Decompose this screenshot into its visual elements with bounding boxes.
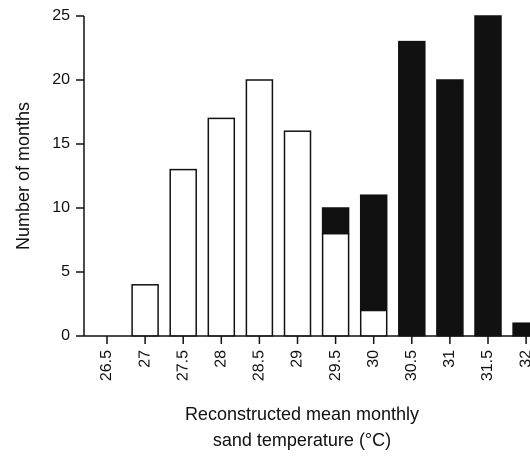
y-tick-label-20: 20 [52,71,70,88]
bar-28-series-1 [207,117,236,337]
bar-27-series-1 [131,284,159,337]
x-tick-label-29: 29 [289,350,306,368]
x-tick-label-30: 30 [365,350,382,368]
x-axis-label-line1: Reconstructed mean monthly [185,404,419,424]
x-tick-label-31.5: 31.5 [479,350,496,381]
bar-28.5-series-1 [245,79,274,337]
bar-32-series-2 [512,322,530,337]
bars-group [131,15,530,337]
x-axis-ticks: 26.5 27 27.5 28 28.5 29 29.5 30 30.5 31 31.5 32 [98,336,530,381]
bar-29.5-series-2 [321,207,350,235]
x-tick-label-29.5: 29.5 [327,350,344,381]
y-tick-label-10: 10 [52,199,70,216]
x-tick-label-26.5: 26.5 [98,350,115,381]
x-tick-label-32: 32 [517,350,530,368]
bar-27.5-series-1 [169,168,197,337]
y-tick-label-25: 25 [52,7,70,24]
x-tick-label-30.5: 30.5 [403,350,420,381]
bar-29-series-1 [283,130,312,337]
x-tick-label-27: 27 [136,350,153,368]
x-tick-label-28: 28 [213,350,230,368]
x-tick-label-28.5: 28.5 [251,350,268,381]
x-axis-label-line2: sand temperature (°C) [213,430,391,450]
bar-29.5-series-1 [321,232,350,337]
bar-30-series-1 [359,309,388,337]
x-tick-label-27.5: 27.5 [174,350,191,381]
x-tick-label-31: 31 [441,350,458,368]
y-tick-label-5: 5 [61,263,70,280]
y-tick-label-0: 0 [61,327,70,344]
y-axis-ticks: 0 5 10 15 20 25 [52,7,84,344]
bar-31-series-2 [436,79,464,337]
y-tick-label-15: 15 [52,135,70,152]
bar-30.5-series-2 [398,40,426,337]
bar-30-series-2 [359,194,388,312]
y-axis-label: Number of months [13,102,33,250]
bar-31.5-series-2 [474,15,502,337]
